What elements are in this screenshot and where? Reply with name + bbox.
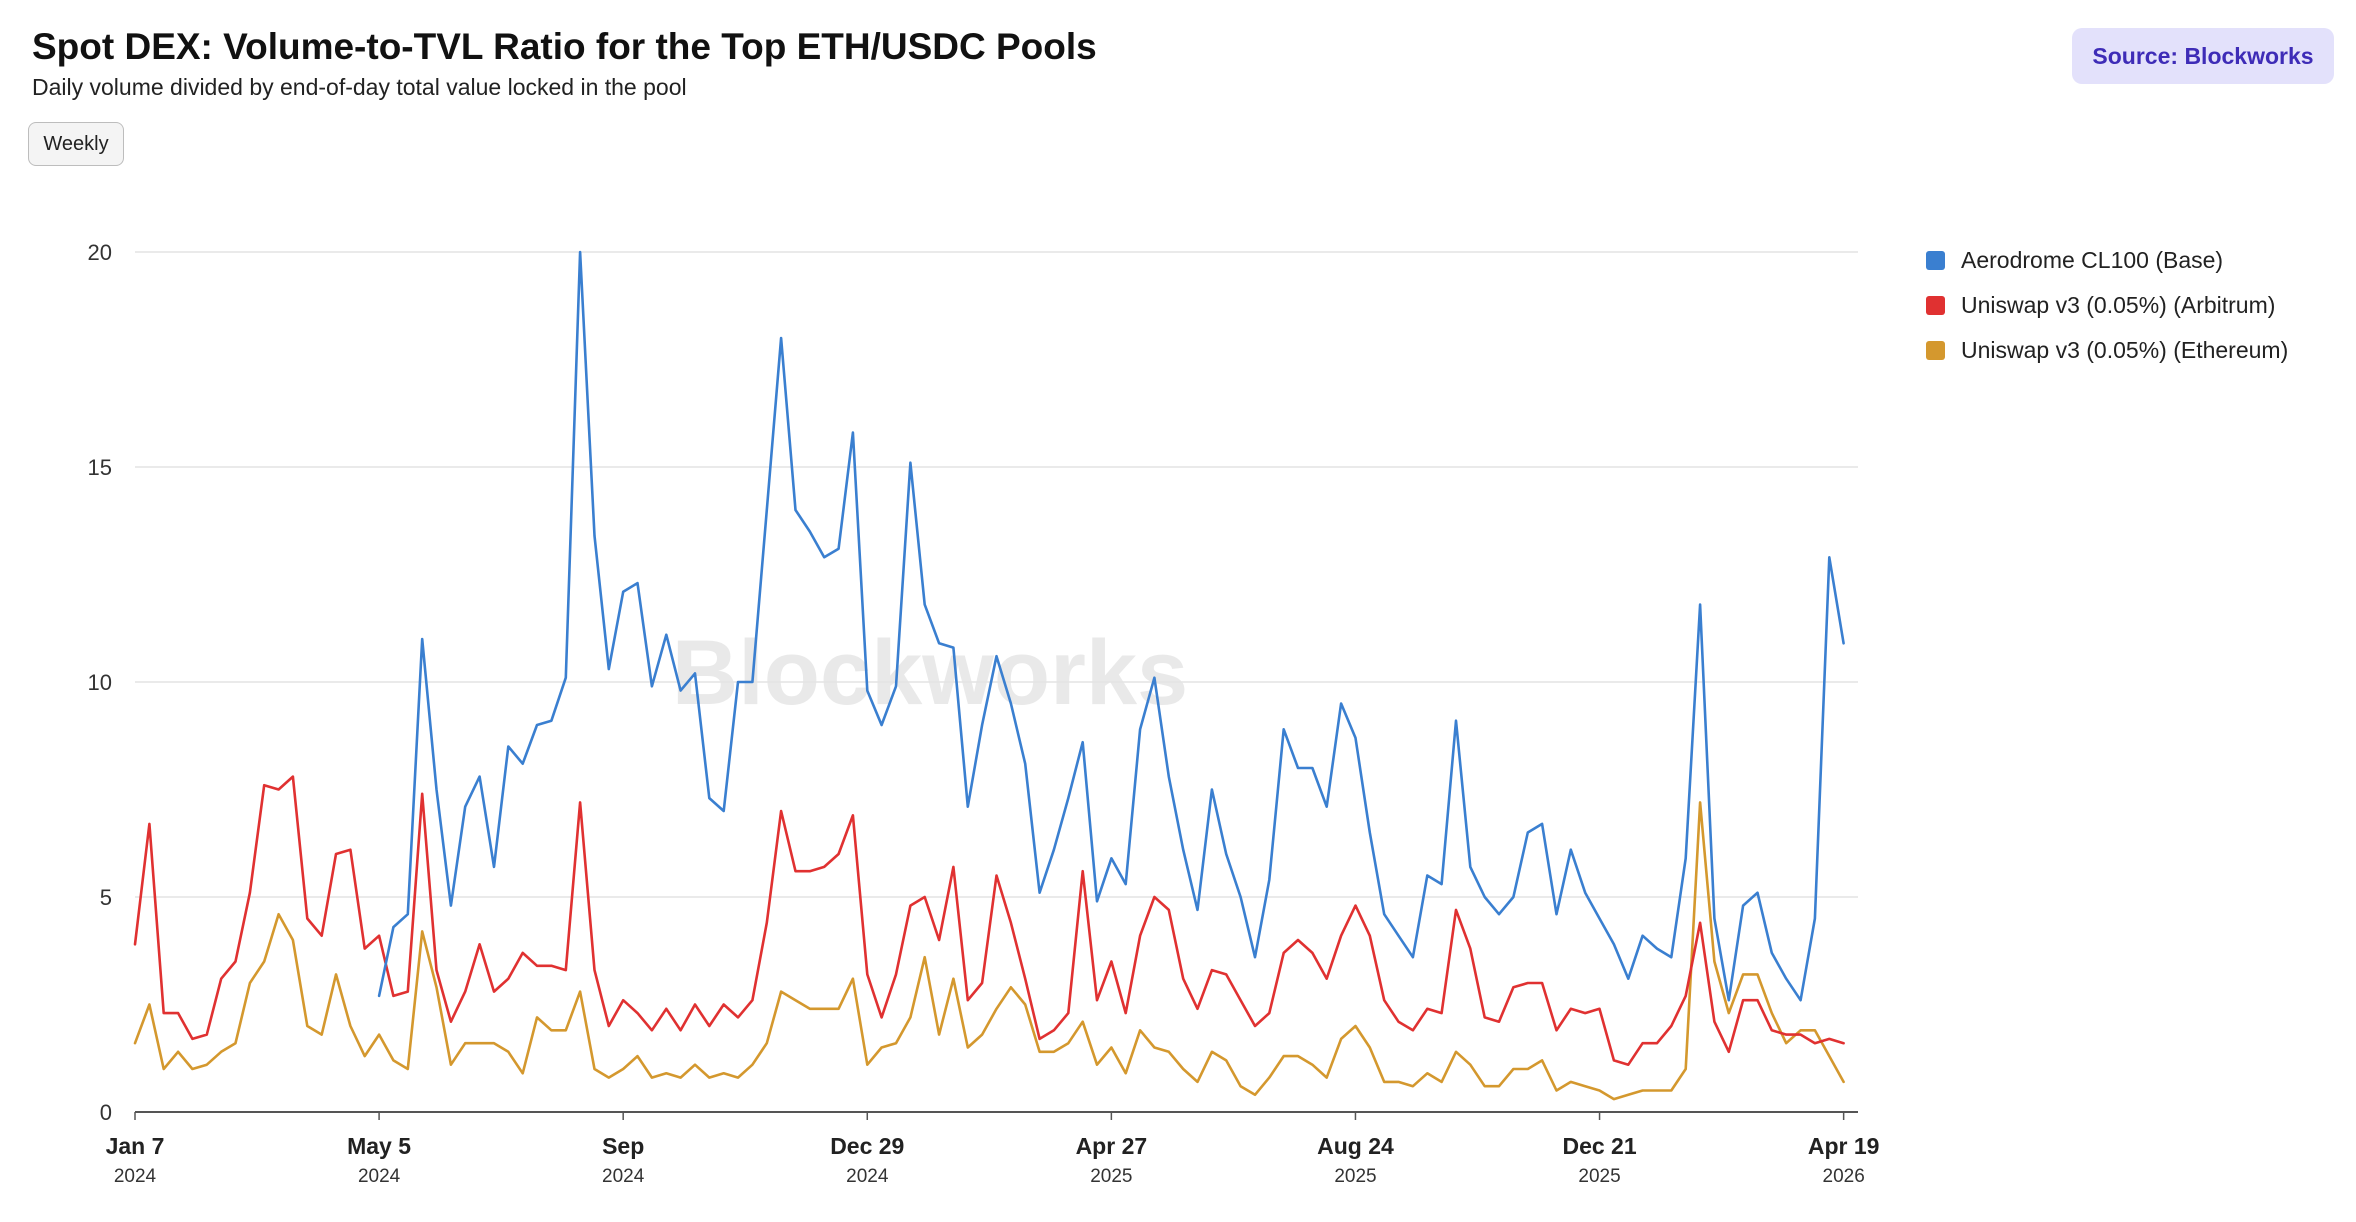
legend-item[interactable]: Uniswap v3 (0.05%) (Arbitrum) — [1926, 283, 2288, 328]
x-tick-year: 2024 — [846, 1166, 889, 1187]
x-tick-year: 2026 — [1823, 1166, 1865, 1187]
legend: Aerodrome CL100 (Base) Uniswap v3 (0.05%)… — [1926, 238, 2288, 373]
x-tick-year: 2024 — [114, 1166, 157, 1187]
y-tick-label: 20 — [88, 240, 112, 265]
chart-title: Spot DEX: Volume-to-TVL Ratio for the To… — [32, 26, 1097, 67]
legend-swatch — [1926, 341, 1945, 360]
y-axis: 0 5 10 15 20 — [88, 240, 112, 1125]
legend-label: Uniswap v3 (0.05%) (Ethereum) — [1961, 337, 2289, 363]
x-tick-year: 2025 — [1334, 1166, 1376, 1187]
x-tick-label: Apr 27 — [1076, 1133, 1148, 1159]
watermark-logo: Blockworks — [672, 622, 1188, 724]
legend-item[interactable]: Uniswap v3 (0.05%) (Ethereum) — [1926, 328, 2288, 373]
legend-swatch — [1926, 251, 1945, 270]
source-badge[interactable]: Source: Blockworks — [2072, 28, 2334, 84]
x-tick-label: Apr 19 — [1808, 1133, 1880, 1159]
y-tick-label: 0 — [100, 1100, 112, 1125]
weekly-toggle-button[interactable]: Weekly — [28, 122, 124, 166]
grid-lines — [135, 251, 1858, 898]
x-tick-label: Sep — [602, 1133, 644, 1159]
x-tick-year: 2024 — [358, 1166, 401, 1187]
legend-item[interactable]: Aerodrome CL100 (Base) — [1926, 238, 2288, 283]
y-tick-label: 5 — [100, 885, 112, 910]
legend-swatch — [1926, 296, 1945, 315]
chart-subtitle: Daily volume divided by end-of-day total… — [32, 74, 687, 100]
x-tick-label: Dec 21 — [1562, 1133, 1636, 1159]
series-line-3[interactable] — [133, 801, 1845, 1101]
x-tick-year: 2024 — [602, 1166, 645, 1187]
series-line-2[interactable] — [133, 775, 1845, 1066]
y-tick-label: 10 — [88, 670, 112, 695]
x-tick-label: May 5 — [347, 1133, 411, 1159]
series-lines — [133, 250, 1845, 1101]
x-axis: Jan 7 2024 May 5 2024 Sep 2024 Dec 29 2024 Apr 2… — [106, 1111, 1880, 1187]
series-line-1[interactable] — [377, 250, 1845, 1002]
x-tick-year: 2025 — [1578, 1166, 1620, 1187]
legend-label: Aerodrome CL100 (Base) — [1961, 247, 2224, 273]
x-tick-label: Dec 29 — [830, 1133, 904, 1159]
y-tick-label: 15 — [88, 455, 112, 480]
x-tick-label: Aug 24 — [1317, 1133, 1394, 1159]
x-tick-year: 2025 — [1090, 1166, 1132, 1187]
legend-label: Uniswap v3 (0.05%) (Arbitrum) — [1961, 292, 2276, 318]
x-tick-label: Jan 7 — [106, 1133, 165, 1159]
